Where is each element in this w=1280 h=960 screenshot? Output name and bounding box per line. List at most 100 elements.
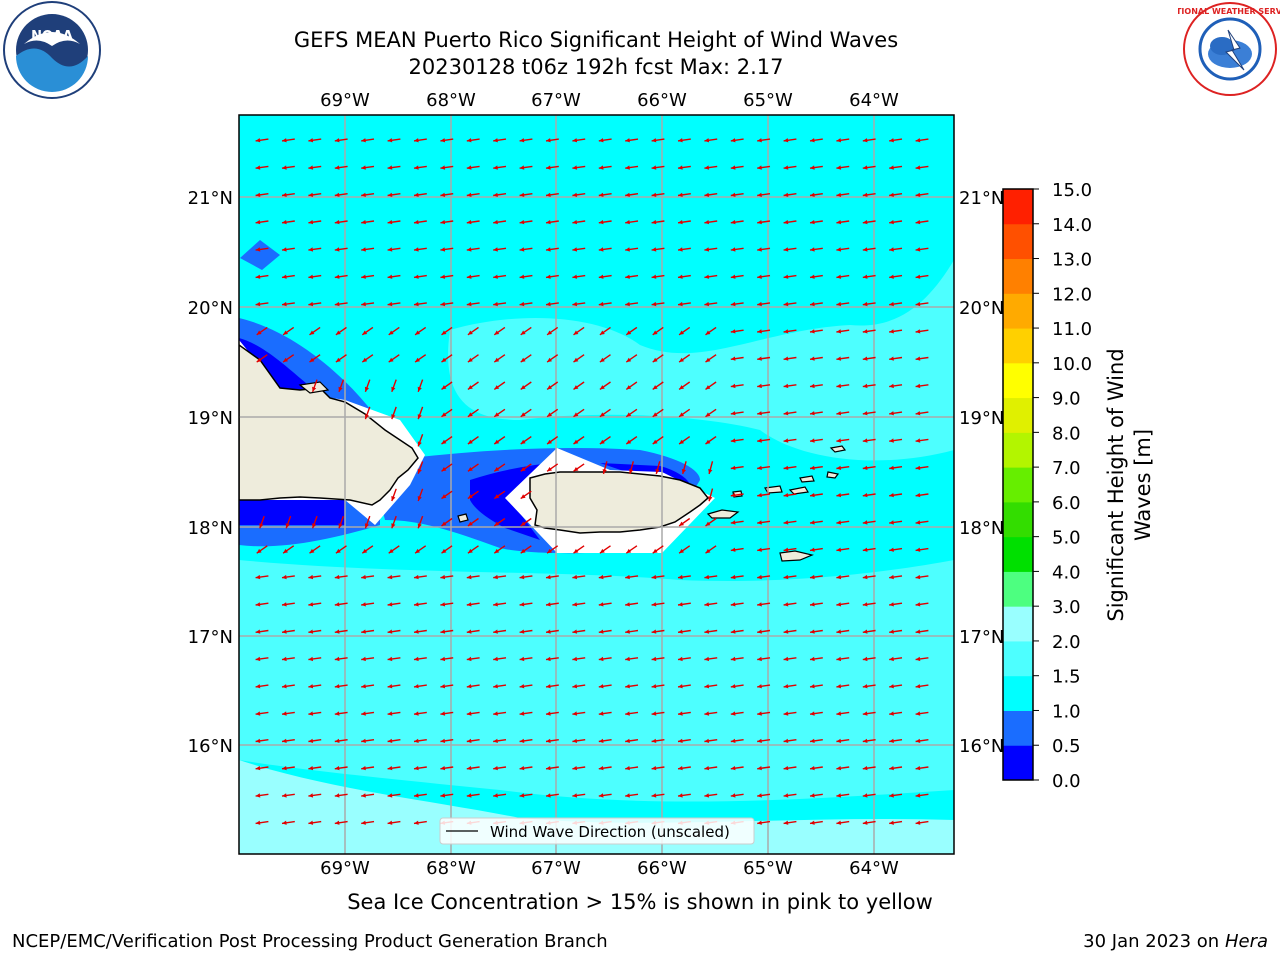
wave-arrowhead [783, 356, 789, 361]
wave-arrowhead [493, 766, 498, 771]
wave-arrowhead [466, 192, 472, 197]
lat-label-left: 18°N [188, 518, 233, 539]
wave-arrowhead [466, 301, 472, 307]
wave-arrowhead [573, 385, 579, 390]
wave-arrowhead [783, 138, 789, 143]
wave-arrowhead [494, 439, 500, 444]
map-field [239, 115, 954, 854]
wave-arrowhead [862, 301, 868, 307]
wave-arrowhead [255, 711, 261, 716]
wave-arrowhead [309, 330, 315, 335]
colorbar-swatch [1003, 223, 1033, 260]
wave-arrowhead [783, 220, 789, 225]
wave-arrowhead [519, 629, 525, 634]
wave-arrowhead [810, 247, 815, 252]
wave-arrowhead [810, 192, 815, 197]
wave-arrowhead [730, 547, 736, 552]
wave-arrowhead [309, 548, 315, 554]
wave-arrowhead [466, 247, 472, 252]
wave-arrowhead [572, 274, 578, 279]
wave-arrowhead [467, 412, 473, 417]
wave-arrowhead [361, 138, 366, 143]
wave-arrowhead [625, 602, 630, 607]
wave-arrowhead [387, 138, 393, 143]
wave-arrowhead [519, 793, 525, 798]
wave-arrowhead [308, 766, 314, 771]
wave-arrowhead [599, 439, 605, 444]
wave-arrowhead [573, 412, 579, 417]
wave-arrowhead [334, 220, 340, 225]
wave-arrowhead [810, 766, 815, 771]
wave-arrowhead [466, 138, 472, 143]
wave-arrowhead [414, 220, 419, 225]
wave-arrowhead [466, 711, 472, 716]
wave-arrowhead [361, 602, 366, 607]
map-legend: Wind Wave Direction (unscaled) [439, 817, 755, 845]
wave-arrowhead [862, 356, 868, 361]
wave-arrowhead [599, 385, 605, 390]
wave-arrowhead [915, 629, 921, 634]
wave-arrowhead [414, 820, 419, 825]
wave-arrowhead [704, 629, 710, 634]
wave-arrowhead [334, 738, 340, 743]
wave-arrowhead [572, 247, 578, 252]
lon-label-top: 69°W [320, 90, 370, 111]
wave-arrowhead [836, 165, 842, 170]
colorbar-swatch [1003, 467, 1033, 503]
wave-arrowhead [308, 793, 314, 798]
wave-arrowhead [757, 656, 762, 662]
wave-arrowhead [335, 548, 341, 554]
wave-arrowhead [836, 711, 842, 716]
wave-arrowhead [546, 766, 551, 771]
wave-arrowhead [414, 301, 419, 307]
wave-arrowhead [362, 548, 368, 554]
wave-arrowhead [308, 220, 314, 225]
wave-arrowhead [466, 656, 472, 662]
wave-arrowhead [493, 192, 498, 197]
wave-arrowhead [626, 548, 632, 554]
wave-arrowhead [572, 793, 578, 798]
colorbar-tick-label: 11.0 [1052, 319, 1092, 340]
wave-arrowhead [440, 165, 446, 170]
wave-arrowhead [520, 439, 526, 444]
lat-label-right: 17°N [959, 627, 1004, 648]
wave-arrowhead [730, 247, 736, 252]
wave-arrowhead [285, 523, 290, 529]
wave-arrowhead [730, 520, 736, 525]
wave-arrowhead [417, 441, 422, 447]
wave-arrowhead [308, 138, 314, 143]
wave-arrowhead [678, 192, 683, 197]
wave-arrowhead [862, 411, 868, 416]
wave-arrowhead [836, 465, 842, 470]
wave-arrowhead [625, 766, 630, 771]
wave-arrowhead [255, 192, 261, 197]
wave-arrowhead [414, 711, 419, 716]
wave-arrowhead [256, 330, 262, 335]
wave-arrowhead [573, 357, 579, 363]
wave-arrowhead [334, 165, 340, 170]
wave-arrowhead [730, 465, 736, 470]
legend-label: Wind Wave Direction (unscaled) [490, 823, 730, 841]
wave-arrowhead [629, 469, 634, 474]
wave-arrowhead [678, 301, 683, 307]
wave-arrowhead [255, 247, 261, 252]
wave-arrowhead [256, 548, 262, 554]
wave-arrowhead [441, 494, 447, 499]
wave-arrowhead [810, 684, 815, 689]
colorbar-tick-label: 1.5 [1052, 667, 1081, 688]
wave-arrowhead [889, 220, 894, 225]
colorbar-tick-label: 6.0 [1052, 493, 1081, 514]
wave-arrowhead [467, 548, 473, 554]
wave-arrowhead [493, 274, 498, 279]
wave-arrowhead [361, 247, 366, 252]
colorbar-swatch [1003, 362, 1033, 399]
wave-arrowhead [915, 738, 921, 743]
wave-arrowhead [730, 165, 736, 170]
wave-arrowhead [652, 330, 658, 335]
wave-arrowhead [282, 629, 287, 634]
wave-arrowhead [572, 301, 578, 307]
wave-arrowhead [255, 165, 261, 170]
wave-arrowhead [334, 629, 340, 634]
wave-arrowhead [679, 357, 684, 363]
wave-arrowhead [810, 629, 815, 634]
